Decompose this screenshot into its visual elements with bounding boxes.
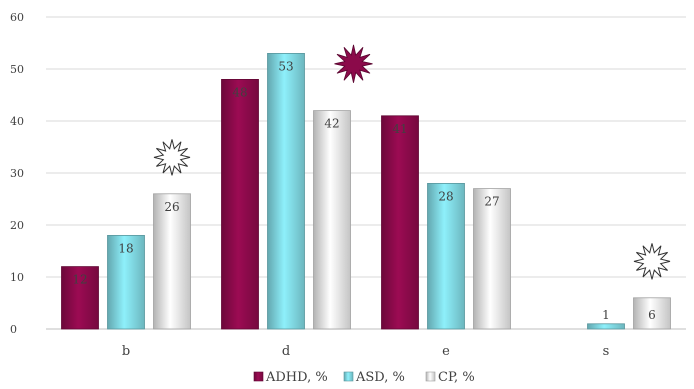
bars [61,53,671,330]
data-label: 41 [392,122,407,136]
legend-swatch [343,371,354,382]
data-label: 6 [648,308,656,322]
bar [221,79,259,330]
y-tick-label: 60 [10,11,24,24]
data-label: 1 [602,308,610,322]
y-tick-label: 40 [10,115,24,128]
legend-label: ADHD, % [265,370,328,385]
y-tick-label: 20 [10,219,24,232]
legend-label: ASD, % [355,370,405,385]
starburst-filled-icon [334,44,373,83]
legend-label: CP, % [438,370,475,385]
data-label: 12 [72,273,87,287]
y-tick-label: 30 [10,167,24,180]
bar [473,188,511,330]
gridlines [46,16,686,330]
y-tick-label: 10 [10,271,24,284]
starburst-outline-icon [633,243,671,280]
legend-swatch [425,371,436,382]
bar [381,115,419,330]
legend-swatch [253,371,264,382]
bar [587,323,625,330]
data-label: 42 [324,117,339,131]
legend-item: ASD, % [343,370,405,385]
data-label: 28 [438,189,453,203]
x-category-label: e [442,344,450,359]
bar [61,266,99,330]
annotations [153,44,671,280]
bar [153,193,191,330]
bar [267,53,305,330]
data-label: 18 [118,241,133,255]
bar [633,297,671,330]
data-label: 27 [484,195,499,209]
bar [107,234,145,330]
legend: ADHD, % ASD, % CP, % [253,370,475,385]
x-category-label: b [122,344,130,359]
data-labels: 12 18 26 48 53 42 41 28 27 1 6 [72,59,655,322]
legend-item: ADHD, % [253,370,328,385]
x-category-label: d [282,344,290,359]
bar [427,182,465,330]
data-label: 53 [278,59,293,73]
data-label: 48 [232,85,247,99]
y-tick-label: 0 [10,323,17,336]
data-label: 26 [164,200,179,214]
y-tick-label: 50 [10,63,24,76]
x-category-label: s [603,344,610,359]
bar [313,110,351,330]
starburst-outline-icon [153,139,191,176]
y-axis-ticks: 0 10 20 30 40 50 60 [10,11,24,336]
legend-item: CP, % [425,370,475,385]
